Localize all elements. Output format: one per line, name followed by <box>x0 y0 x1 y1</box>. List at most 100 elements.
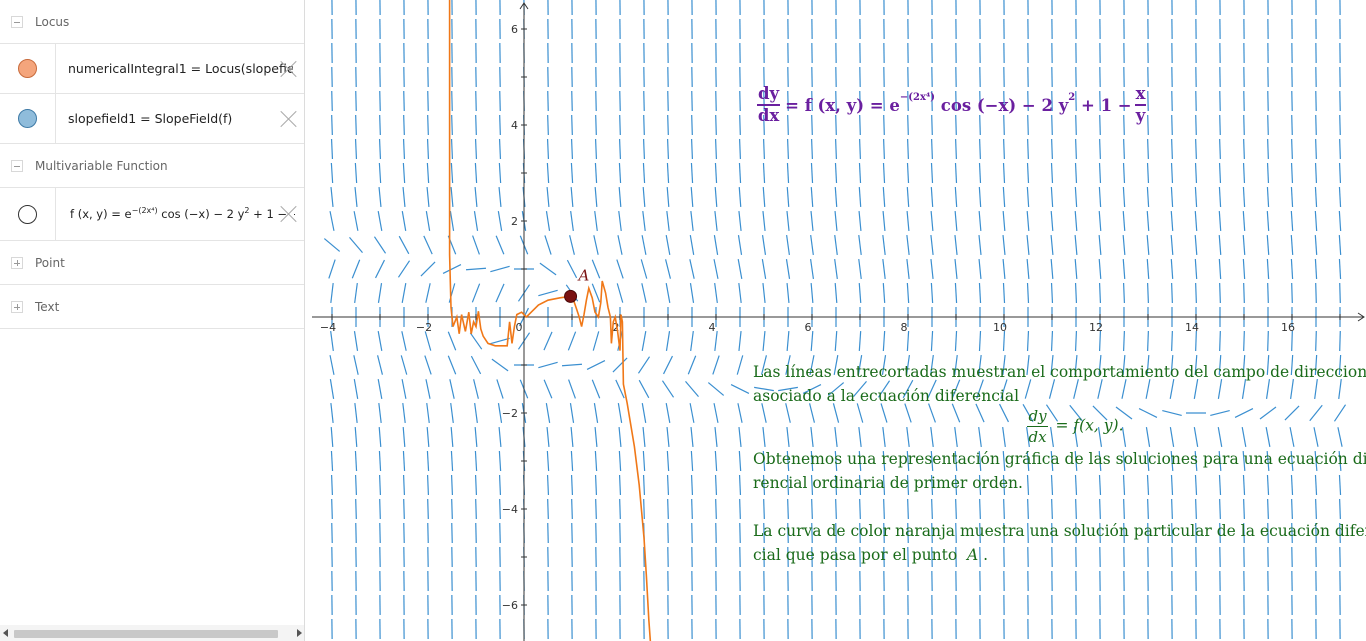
slope-segment <box>1098 186 1102 208</box>
group-header-multivariable-function[interactable]: Multivariable Function <box>0 144 304 188</box>
slope-segment <box>810 330 814 352</box>
slope-segment <box>465 267 487 271</box>
coordinate-plane[interactable]: −4 −2 0 2 4 6 8 10 12 14 16 6 4 2 −2 −4 −6 A <box>306 0 1366 641</box>
slope-segment <box>1194 186 1198 208</box>
slope-segment <box>570 162 574 184</box>
slope-segment <box>1291 138 1293 160</box>
group-header-point[interactable]: Point <box>0 241 304 285</box>
collapse-icon[interactable] <box>11 159 23 172</box>
slope-segment <box>882 474 886 496</box>
slope-segment <box>951 379 961 399</box>
slope-segment <box>834 210 838 232</box>
slope-segment <box>1265 379 1271 399</box>
slope-segment <box>449 379 455 399</box>
scrollbar-thumb[interactable] <box>14 630 278 638</box>
algebra-item-slopefield[interactable]: slopefield1 = SlopeField(f) <box>0 94 304 144</box>
slope-segment <box>374 259 386 279</box>
slope-segment <box>811 522 813 544</box>
slope-segment <box>902 379 914 399</box>
slope-segment <box>1098 258 1102 280</box>
slope-segment <box>1026 234 1030 256</box>
slope-segment <box>713 259 719 279</box>
delete-icon[interactable] <box>280 60 298 78</box>
delete-icon[interactable] <box>280 205 298 223</box>
slope-segment <box>1315 138 1317 160</box>
slope-segment <box>954 330 958 352</box>
slope-segment <box>858 186 862 208</box>
slope-segment <box>978 427 982 447</box>
group-title: Text <box>35 299 60 314</box>
expand-icon[interactable] <box>11 256 23 269</box>
slope-segment <box>538 361 558 369</box>
horizontal-scrollbar[interactable] <box>0 625 304 641</box>
group-header-text[interactable]: Text <box>0 285 304 329</box>
slope-segment <box>691 522 693 544</box>
slope-segment <box>1026 162 1030 184</box>
slope-segment <box>689 283 695 303</box>
slope-segment <box>978 282 982 304</box>
algebra-item-function[interactable]: f (x, y) = e−(2x⁴) cos (−x) − 2 y2 + 1 −… <box>0 188 304 241</box>
slope-segment <box>545 211 551 231</box>
slope-segment <box>834 235 838 255</box>
expand-icon[interactable] <box>11 300 23 313</box>
slope-segment <box>928 403 936 423</box>
slope-segment <box>569 235 575 255</box>
slope-segment <box>690 450 694 472</box>
solution-curve[interactable] <box>448 0 652 641</box>
slope-segment <box>1339 114 1341 136</box>
scroll-right-icon[interactable] <box>297 629 302 637</box>
slope-segment <box>591 283 601 303</box>
slope-segment <box>739 522 741 544</box>
y-tick-label: 2 <box>511 215 518 228</box>
slope-segment <box>1338 379 1342 399</box>
slope-segment <box>641 331 647 351</box>
slope-segment <box>787 498 789 520</box>
slope-segment <box>354 283 358 303</box>
slope-segment <box>1147 522 1149 544</box>
slope-segment <box>354 474 358 496</box>
slope-segment <box>595 90 597 112</box>
slope-segment <box>1097 427 1103 447</box>
slope-segment <box>593 403 599 423</box>
slope-segment <box>1098 450 1102 472</box>
slope-segment <box>1266 186 1270 208</box>
slope-segment <box>930 355 934 375</box>
visibility-toggle-marble[interactable] <box>18 109 37 128</box>
differential-equation-title[interactable]: dy dx = f (x, y) = e −(2x⁴) cos (−x) − 2 y… <box>757 84 1147 125</box>
slope-segment <box>810 282 814 304</box>
group-header-locus[interactable]: Locus <box>0 0 304 44</box>
slope-segment <box>835 522 837 544</box>
slope-segment <box>618 450 622 472</box>
slope-segment <box>595 522 597 544</box>
slope-segment <box>1210 409 1230 417</box>
delete-icon[interactable] <box>280 110 298 128</box>
slope-segment <box>1315 522 1317 544</box>
algebra-item-text[interactable]: f (x, y) = e−(2x⁴) cos (−x) − 2 y2 + 1 −… <box>56 194 295 235</box>
point-a[interactable] <box>564 289 578 303</box>
slope-segment <box>714 450 718 472</box>
slope-segment <box>331 114 333 136</box>
slope-segment <box>329 379 335 399</box>
scroll-left-icon[interactable] <box>3 629 8 637</box>
slope-segment <box>979 138 981 160</box>
visibility-toggle-marble[interactable] <box>18 204 37 224</box>
slope-segment <box>714 426 718 448</box>
slope-segment <box>665 283 671 303</box>
algebra-item-text[interactable]: slopefield1 = SlopeField(f) <box>68 111 233 126</box>
algebra-item-text[interactable]: numericalIntegral1 = Locus(slopefield1, … <box>68 61 293 76</box>
slope-segment <box>378 450 382 472</box>
slope-segment <box>690 474 694 496</box>
visibility-toggle-marble[interactable] <box>18 59 37 78</box>
graphics-view[interactable]: −4 −2 0 2 4 6 8 10 12 14 16 6 4 2 −2 −4 −6 A dy dx = f (x… <box>306 0 1366 641</box>
description-text[interactable]: Las líneas entrecortadas muestran el com… <box>753 363 1366 564</box>
slope-segment <box>1218 354 1222 376</box>
slope-segment <box>1092 405 1108 421</box>
slope-segment <box>567 331 577 351</box>
slope-segment <box>1050 162 1054 184</box>
slope-segment <box>1003 114 1005 136</box>
algebra-item-locus[interactable]: numericalIntegral1 = Locus(slopefield1, … <box>0 44 304 94</box>
slope-segment <box>499 498 501 520</box>
collapse-icon[interactable] <box>11 15 23 28</box>
slope-segment <box>1074 186 1078 208</box>
